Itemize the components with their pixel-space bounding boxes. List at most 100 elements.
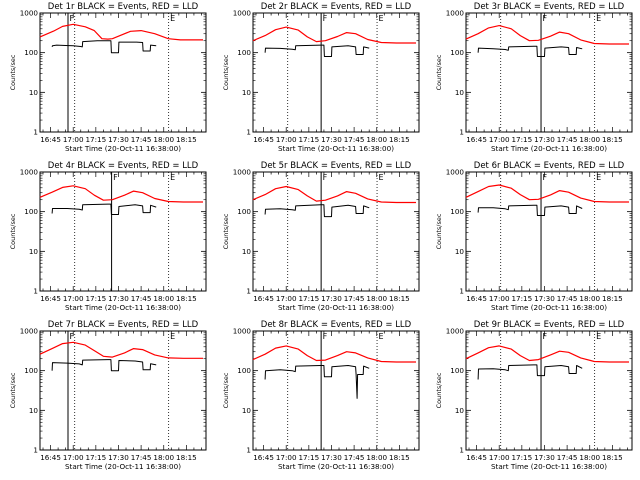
lld-series-line	[465, 345, 629, 363]
x-tick-label: 17:30	[108, 294, 129, 303]
x-tick-label: 17:45	[557, 135, 578, 144]
marker-label: E	[596, 14, 601, 23]
marker-label: F	[543, 173, 548, 182]
x-tick-label: 16:45	[253, 294, 274, 303]
detector-panel: Det 1r BLACK = Events, RED = LLD 1 10 100 10…	[9, 2, 207, 153]
x-tick-label: 17:30	[108, 135, 129, 144]
x-axis-label: Start Time (20-Oct-11 16:38:00)	[491, 144, 607, 153]
x-axis-label: Start Time (20-Oct-11 16:38:00)	[491, 303, 607, 312]
detector-panel: Det 7r BLACK = Events, RED = LLD 1 10 100 10…	[9, 320, 207, 471]
detector-panel: Det 4r BLACK = Events, RED = LLD 1 10 100 10…	[9, 161, 207, 312]
y-tick-label: 1	[459, 128, 464, 137]
marker-label: E	[170, 332, 175, 341]
x-tick-label: 17:00	[63, 135, 84, 144]
x-axis-label: Start Time (20-Oct-11 16:38:00)	[65, 462, 181, 471]
x-tick-label: 17:30	[534, 135, 555, 144]
x-tick-label: 17:45	[344, 453, 365, 462]
panel-title: Det 5r BLACK = Events, RED = LLD	[261, 161, 412, 171]
y-tick-label: 10	[455, 88, 465, 97]
y-tick-label: 1000	[20, 327, 39, 336]
y-tick-label: 1000	[20, 168, 39, 177]
marker-label: F	[113, 173, 118, 182]
x-tick-label: 18:00	[366, 294, 387, 303]
x-tick-label: 17:00	[276, 294, 297, 303]
x-tick-label: 16:45	[253, 453, 274, 462]
marker-label: E	[596, 332, 601, 341]
y-axis-label: Counts/sec	[9, 213, 17, 249]
plot-frame	[39, 12, 207, 133]
y-tick-label: 100	[24, 48, 38, 57]
y-tick-label: 1000	[233, 9, 252, 18]
y-tick-label: 100	[450, 48, 464, 57]
x-tick-label: 18:15	[176, 294, 197, 303]
y-tick-label: 10	[29, 247, 39, 256]
x-tick-label: 18:00	[579, 453, 600, 462]
y-tick-label: 1000	[233, 168, 252, 177]
x-tick-label: 17:00	[489, 135, 510, 144]
x-tick-label: 17:15	[85, 135, 106, 144]
x-tick-label: 17:30	[321, 453, 342, 462]
detector-panel: Det 5r BLACK = Events, RED = LLD 1 10 100 10…	[222, 161, 420, 312]
y-tick-label: 1	[33, 287, 38, 296]
plot-frame	[252, 12, 420, 133]
x-tick-label: 17:45	[344, 294, 365, 303]
plot-frame	[252, 330, 420, 451]
x-tick-label: 17:00	[276, 135, 297, 144]
marker-label: F	[69, 332, 74, 341]
lld-series-line	[39, 23, 203, 41]
y-tick-label: 1000	[233, 327, 252, 336]
x-tick-label: 18:00	[366, 453, 387, 462]
x-tick-label: 16:45	[466, 135, 487, 144]
y-tick-label: 1000	[446, 327, 465, 336]
x-tick-label: 18:15	[389, 135, 410, 144]
x-tick-label: 18:00	[579, 294, 600, 303]
events-series-line	[264, 204, 370, 218]
events-series-line	[477, 204, 583, 216]
panel-title: Det 4r BLACK = Events, RED = LLD	[48, 161, 199, 171]
x-tick-label: 17:30	[534, 294, 555, 303]
plot-frame	[465, 12, 633, 133]
panel-title: Det 1r BLACK = Events, RED = LLD	[48, 2, 199, 12]
y-axis-label: Counts/sec	[222, 372, 230, 408]
events-series-line	[51, 40, 157, 54]
y-axis-label: Counts/sec	[222, 54, 230, 90]
detector-panel: Det 9r BLACK = Events, RED = LLD 1 10 100 10…	[435, 320, 633, 471]
lld-series-line	[39, 185, 203, 203]
panel-title: Det 3r BLACK = Events, RED = LLD	[474, 2, 625, 12]
y-tick-label: 10	[242, 88, 252, 97]
y-tick-label: 100	[450, 366, 464, 375]
panel-title: Det 6r BLACK = Events, RED = LLD	[474, 161, 625, 171]
y-axis-label: Counts/sec	[435, 213, 443, 249]
x-tick-label: 17:30	[321, 294, 342, 303]
y-axis-label: Counts/sec	[435, 54, 443, 90]
y-tick-label: 100	[450, 207, 464, 216]
marker-label: F	[323, 332, 328, 341]
plot-frame	[39, 330, 207, 451]
y-tick-label: 10	[455, 247, 465, 256]
y-tick-label: 1	[33, 128, 38, 137]
x-tick-label: 18:00	[153, 453, 174, 462]
y-axis-label: Counts/sec	[9, 372, 17, 408]
x-tick-label: 18:00	[579, 135, 600, 144]
panel-title: Det 9r BLACK = Events, RED = LLD	[474, 320, 625, 330]
y-axis-label: Counts/sec	[435, 372, 443, 408]
x-tick-label: 17:45	[131, 453, 152, 462]
y-tick-label: 10	[455, 406, 465, 415]
marker-label: E	[379, 14, 384, 23]
y-tick-label: 100	[24, 207, 38, 216]
marker-label: E	[379, 173, 384, 182]
panel-title: Det 7r BLACK = Events, RED = LLD	[48, 320, 199, 330]
lld-series-line	[252, 185, 416, 204]
x-tick-label: 18:15	[389, 294, 410, 303]
y-axis-label: Counts/sec	[9, 54, 17, 90]
x-tick-label: 18:15	[176, 135, 197, 144]
x-tick-label: 16:45	[40, 294, 61, 303]
x-tick-label: 17:45	[557, 294, 578, 303]
x-axis-label: Start Time (20-Oct-11 16:38:00)	[65, 303, 181, 312]
detector-panel: Det 8r BLACK = Events, RED = LLD 1 10 100 10…	[222, 320, 420, 471]
x-tick-label: 17:30	[108, 453, 129, 462]
x-tick-label: 18:15	[602, 453, 623, 462]
y-tick-label: 10	[29, 88, 39, 97]
x-tick-label: 17:45	[557, 453, 578, 462]
y-tick-label: 100	[237, 207, 251, 216]
